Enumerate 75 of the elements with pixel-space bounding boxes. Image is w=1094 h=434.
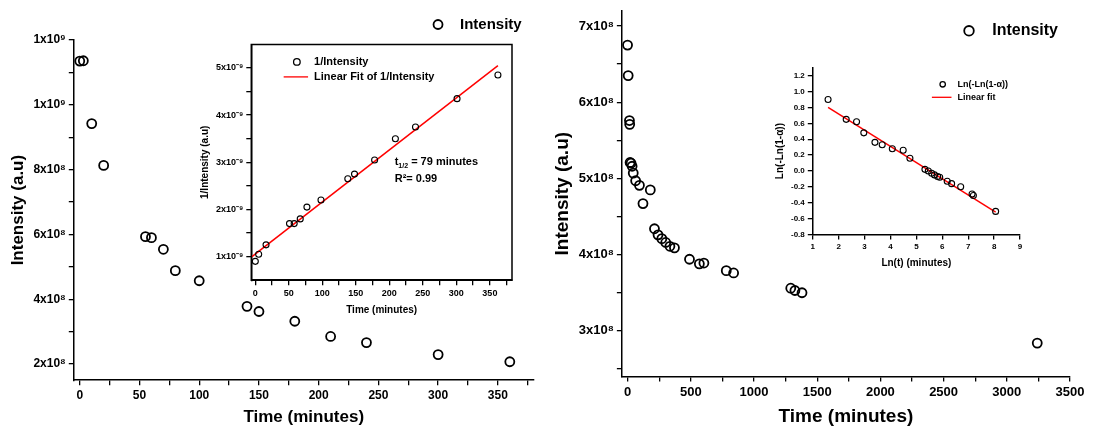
x-tick-label: 350 xyxy=(487,387,509,402)
y-tick-label: 7x10⁸ xyxy=(578,17,614,33)
y-tick-label: 4x10⁸ xyxy=(33,291,66,306)
x-axis-title: Time (minutes) xyxy=(243,407,365,427)
legend-label: Intensity xyxy=(992,21,1059,39)
legend-label: Ln(-Ln(1-α)) xyxy=(957,78,1008,89)
x-tick-label: 6 xyxy=(940,242,946,252)
y-axis-title: Intensity (a.u) xyxy=(550,131,572,256)
x-tick-label: 100 xyxy=(314,288,330,299)
y-tick-label: 1.0 xyxy=(793,86,806,96)
legend-label: 1/Intensity xyxy=(314,54,370,67)
x-tick-label: 4 xyxy=(888,242,894,252)
y-tick-label: 1x10⁹ xyxy=(33,97,66,112)
y-tick-label: 0.8 xyxy=(793,102,806,112)
x-tick-label: 0 xyxy=(76,387,84,402)
x-axis-title: Time (minutes) xyxy=(346,303,418,315)
x-tick-label: 50 xyxy=(132,387,147,402)
y-tick-label: 5x10⁸ xyxy=(578,170,614,186)
y-tick-label: 0.0 xyxy=(793,166,806,176)
x-tick-label: 2 xyxy=(836,242,842,252)
x-tick-label: 150 xyxy=(348,288,364,299)
x-tick-label: 2500 xyxy=(929,383,959,399)
x-axis-title: Time (minutes) xyxy=(778,404,914,426)
legend-label: Linear Fit of 1/Intensity xyxy=(314,69,436,82)
x-tick-label: 1000 xyxy=(739,383,769,399)
x-tick-label: 150 xyxy=(248,387,270,402)
y-tick-label: 1x10⁹ xyxy=(33,32,66,47)
x-tick-label: 9 xyxy=(1017,242,1023,252)
y-axis-title: Ln(-Ln(1-α)) xyxy=(773,123,785,180)
y-tick-label: 3x10⁻⁹ xyxy=(216,156,244,167)
x-tick-label: 3500 xyxy=(1055,383,1085,399)
y-tick-label: 0.2 xyxy=(793,150,806,160)
x-tick-label: 300 xyxy=(428,387,449,402)
x-tick-label: 7 xyxy=(965,242,971,252)
y-tick-label: 0.4 xyxy=(793,134,806,144)
y-tick-label: -0.2 xyxy=(790,182,806,191)
legend-label: Intensity xyxy=(460,14,523,32)
y-tick-label: 4x10⁸ xyxy=(578,246,614,262)
x-tick-label: 100 xyxy=(189,387,210,402)
y-tick-label: 8x10⁸ xyxy=(33,161,66,176)
x-tick-label: 250 xyxy=(415,288,431,299)
x-tick-label: 250 xyxy=(368,387,389,402)
x-tick-label: 5 xyxy=(914,242,920,252)
y-axis-title: 1/Intensity (a.u) xyxy=(198,125,210,199)
y-tick-label: 6x10⁸ xyxy=(33,226,66,241)
x-tick-label: 300 xyxy=(448,288,464,299)
x-tick-label: 3 xyxy=(862,242,868,252)
x-tick-label: 1500 xyxy=(802,383,832,399)
x-tick-label: 8 xyxy=(991,242,997,252)
x-tick-label: 500 xyxy=(679,383,702,399)
x-tick-label: 0 xyxy=(623,383,632,399)
x-tick-label: 50 xyxy=(283,288,294,299)
x-tick-label: 200 xyxy=(381,288,397,299)
annotation: R²= 0.99 xyxy=(394,172,438,185)
y-tick-label: 0.6 xyxy=(793,118,806,128)
y-tick-label: 2x10⁻⁹ xyxy=(216,203,244,214)
y-tick-label: 1x10⁻⁹ xyxy=(216,251,244,262)
x-tick-label: 3000 xyxy=(992,383,1022,399)
y-tick-label: 1.2 xyxy=(793,70,806,80)
y-tick-label: 5x10⁻⁹ xyxy=(216,62,244,73)
y-tick-label: -0.6 xyxy=(790,213,806,223)
x-axis-title: Ln(t) (minutes) xyxy=(881,256,952,268)
x-tick-label: 1 xyxy=(810,242,816,252)
legend-label: Linear fit xyxy=(957,91,996,102)
y-tick-label: 3x10⁸ xyxy=(578,322,614,338)
x-tick-label: 2000 xyxy=(865,383,895,399)
y-tick-label: -0.4 xyxy=(790,197,806,207)
y-tick-label: 4x10⁻⁹ xyxy=(216,109,244,120)
y-axis-title: Intensity (a.u) xyxy=(7,154,27,266)
y-tick-label: 6x10⁸ xyxy=(578,93,614,109)
y-tick-label: 2x10⁸ xyxy=(33,356,66,371)
y-tick-label: -0.8 xyxy=(790,229,806,239)
x-tick-label: 350 xyxy=(482,288,498,299)
x-tick-label: 0 xyxy=(252,288,258,299)
x-tick-label: 200 xyxy=(308,387,330,402)
